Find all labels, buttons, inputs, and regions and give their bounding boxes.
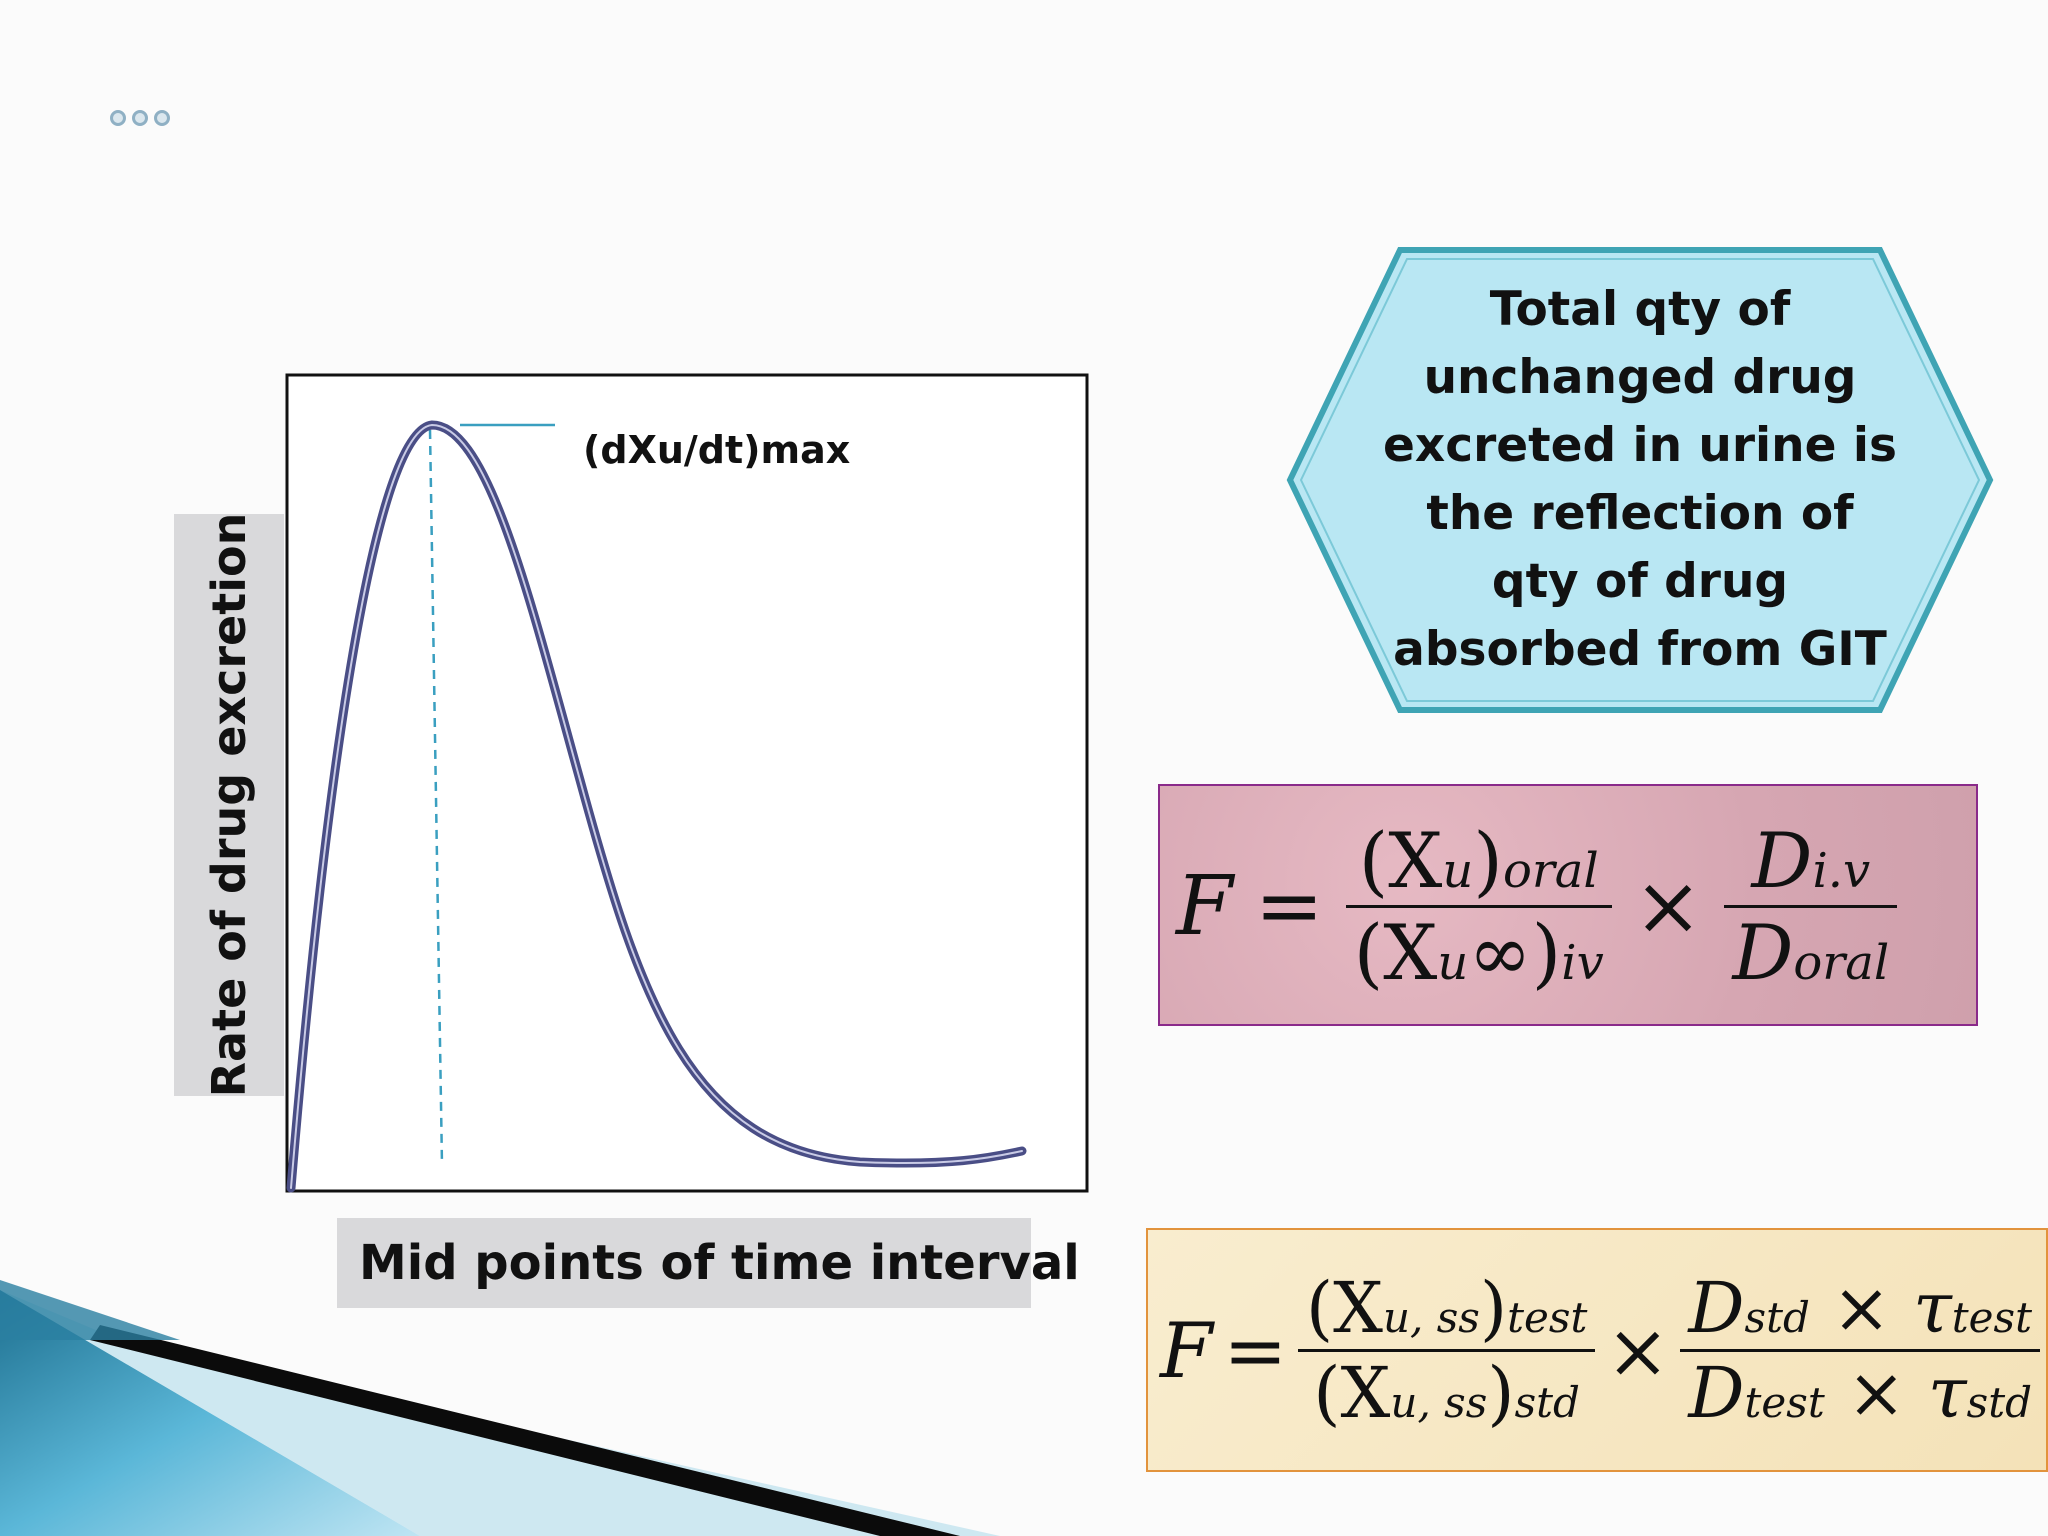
callout-line: excreted in urine is: [1383, 418, 1897, 473]
equals-sign: =: [1254, 858, 1324, 954]
fraction-denominator: (Xu∞)iv: [1353, 907, 1604, 997]
callout-line: qty of drug: [1491, 554, 1789, 609]
times-sign: ×: [1633, 858, 1703, 954]
corner-decoration: [0, 1280, 1000, 1536]
callout-text: Total qty of unchanged drug excreted in …: [1355, 275, 1925, 685]
formula-oral-iv: F = (Xu)oral (Xu∞)iv × Di.v Doral: [1176, 796, 1966, 1016]
fraction-bar: [1345, 904, 1612, 908]
fraction-denominator: Doral: [1732, 907, 1890, 997]
peak-guide-line: [428, 429, 444, 1166]
callout-line: Total qty of: [1489, 282, 1791, 337]
urine-ratio-fraction: (Xu, ss)test (Xu, ss)std: [1297, 1266, 1596, 1434]
fraction-numerator: (Xu, ss)test: [1305, 1266, 1588, 1349]
fraction-denominator: (Xu, ss)std: [1313, 1351, 1580, 1434]
x-axis-label: Mid points of time interval: [359, 1235, 1080, 1291]
times-sign: ×: [1606, 1305, 1670, 1395]
fraction-denominator: Dtest × τstd: [1688, 1351, 2032, 1434]
fraction-bar: [1680, 1348, 2040, 1352]
fraction-numerator: Dstd × τtest: [1688, 1266, 2032, 1349]
formula-lhs: F: [1160, 1305, 1213, 1395]
equals-sign: =: [1223, 1305, 1288, 1395]
bullet-dot: [110, 110, 126, 126]
y-axis-label-background: [174, 514, 284, 1096]
callout-line: absorbed from GIT: [1393, 622, 1887, 677]
formula-lhs: F: [1176, 858, 1233, 954]
formula-steady-state: F = (Xu, ss)test (Xu, ss)std × Dstd × τt…: [1160, 1236, 2040, 1464]
fraction-bar: [1724, 904, 1898, 908]
bullet-dot: [132, 110, 148, 126]
fraction-numerator: Di.v: [1751, 815, 1871, 905]
x-axis-label-background: Mid points of time interval: [337, 1218, 1080, 1308]
callout-hexagon: [1286, 247, 1994, 713]
callout-line: the reflection of: [1426, 486, 1854, 541]
excretion-curve-highlight: [290, 423, 1023, 1189]
peak-annotation: (dXu/dt)max: [583, 428, 851, 472]
urine-ratio-fraction: (Xu)oral (Xu∞)iv: [1345, 815, 1612, 997]
dose-interval-fraction: Dstd × τtest Dtest × τstd: [1680, 1267, 2040, 1434]
fraction-numerator: (Xu)oral: [1358, 815, 1599, 905]
title-marker: [110, 110, 170, 126]
fraction-bar: [1297, 1348, 1596, 1352]
dose-ratio-fraction: Di.v Doral: [1724, 815, 1898, 997]
callout-line: unchanged drug: [1423, 350, 1857, 405]
bullet-dot: [154, 110, 170, 126]
